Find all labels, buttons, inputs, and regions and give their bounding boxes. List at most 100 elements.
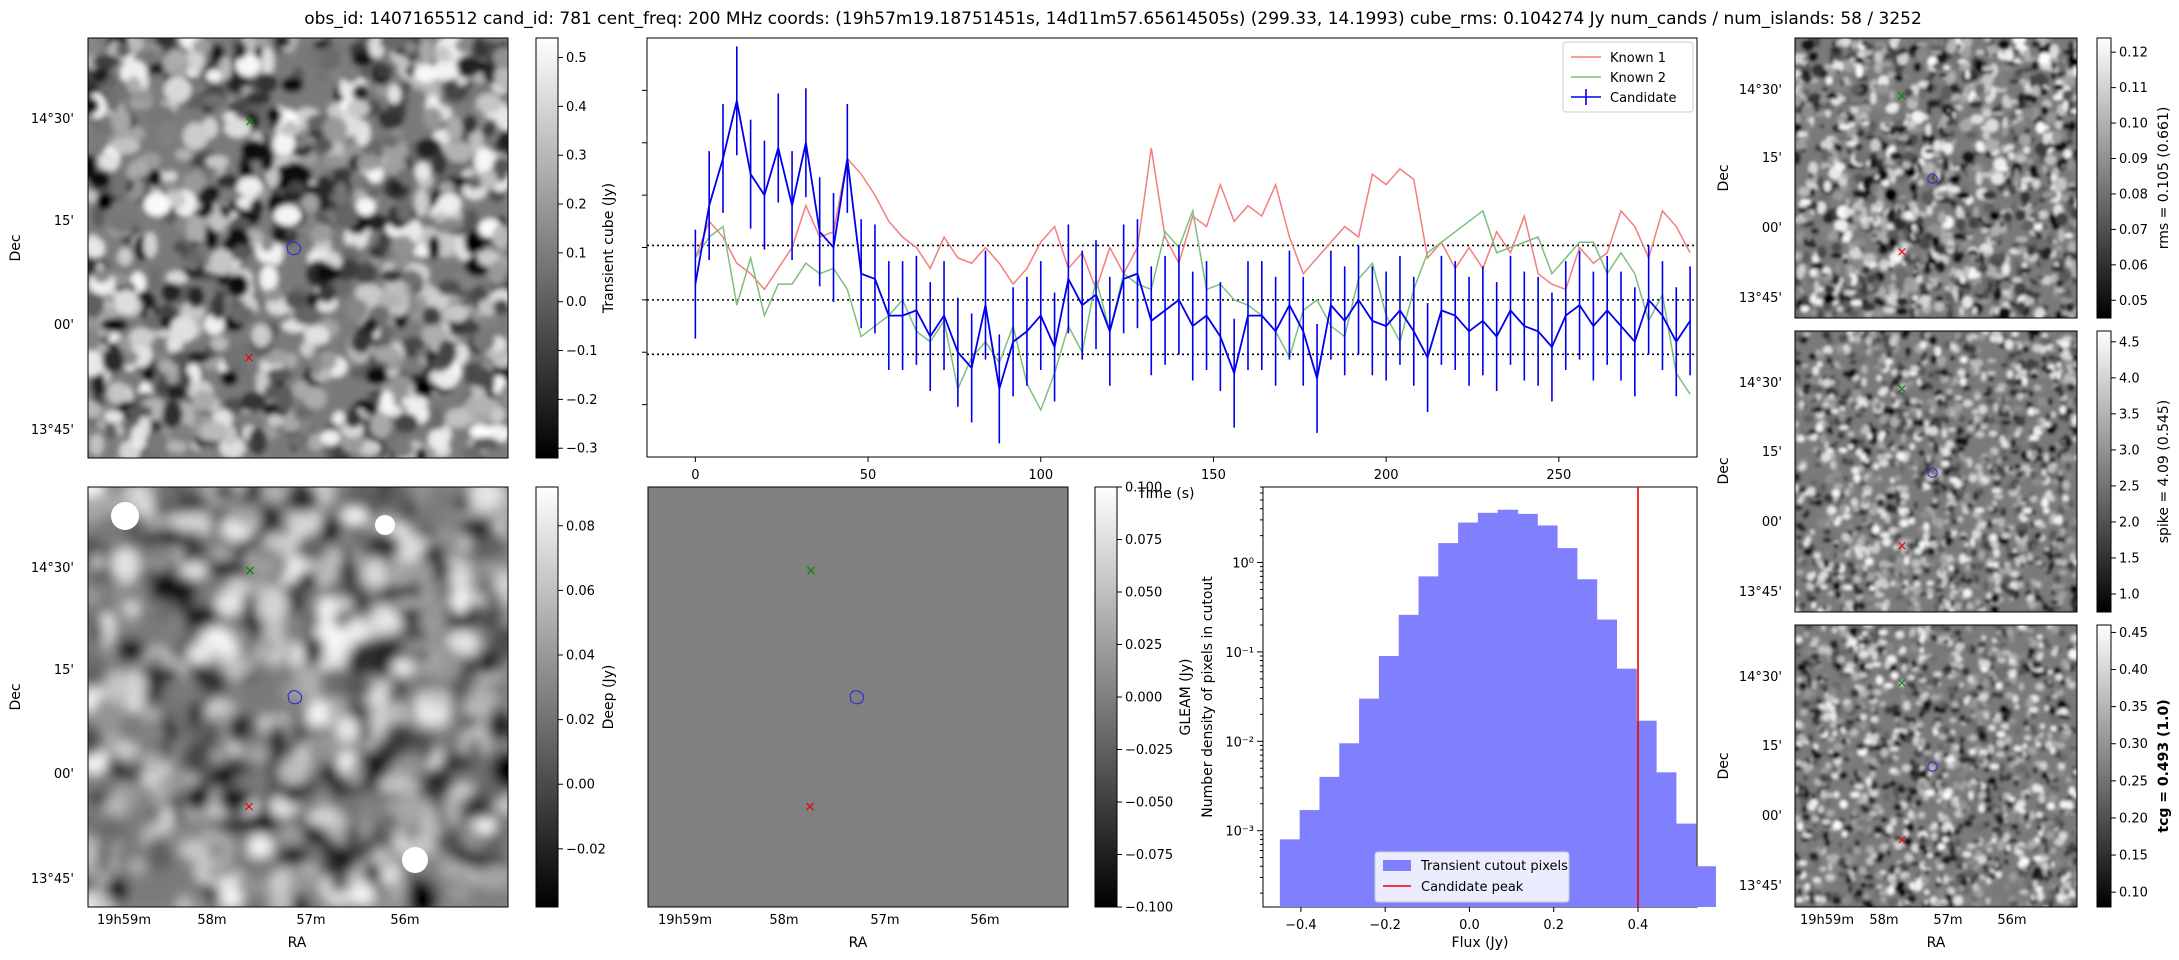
gleam-ra-axis: 19h59m 58m 57m 56m RA — [658, 913, 1000, 951]
candidate-contour — [849, 689, 865, 705]
ra-tick-label: 19h59m — [1800, 913, 1854, 928]
dec-tick-label: 00' — [1762, 221, 1782, 236]
histogram-bar — [1596, 619, 1618, 907]
colorbar-tick-label: 1.5 — [2119, 551, 2140, 566]
histogram-bar — [1418, 576, 1439, 907]
dec-tick-label: 00' — [54, 767, 74, 782]
colorbar-tick-label: 0.12 — [2119, 46, 2148, 61]
dec-axis-label: Dec — [1716, 164, 1732, 191]
candidate-contour — [1927, 467, 1938, 478]
x-tick-label: 150 — [1201, 468, 1226, 483]
histogram-bar — [1398, 614, 1419, 907]
colorbar-label: tcg = 0.493 (1.0) — [2156, 699, 2172, 832]
lightcurve-known1 — [694, 147, 1691, 292]
lightcurve-axes — [646, 37, 1698, 458]
colorbar-tick-label: −0.3 — [566, 442, 598, 457]
legend-candidate-peak: Candidate peak — [1421, 880, 1524, 895]
green-cross-marker: × — [1897, 382, 1908, 397]
dec-axis-label: Dec — [8, 683, 24, 710]
deep-noise — [88, 487, 508, 907]
colorbar-tick-label: 0.08 — [2119, 187, 2148, 202]
deep-panel: × × 14°30' 15' 00' 13°45' Dec 19h59m 58m… — [8, 486, 617, 951]
lightcurve-yticks — [642, 89, 647, 406]
x-tick-label: 0.4 — [1628, 918, 1649, 933]
legend-candidate: Candidate — [1610, 91, 1676, 106]
tcg-colorbar: 0.45 0.40 0.35 0.30 0.25 0.20 0.15 0.10 tcg = 0.… — [2096, 624, 2172, 908]
colorbar-tick-label: 0.06 — [566, 584, 595, 599]
colorbar-label: GLEAM (Jy) — [1178, 659, 1194, 736]
dec-tick-label: 14°30' — [1739, 670, 1782, 685]
deep-markers: × × — [243, 563, 303, 815]
dec-axis-label: Dec — [1716, 457, 1732, 484]
dec-tick-label: 00' — [1762, 809, 1782, 824]
x-tick-label: 0.0 — [1459, 918, 1480, 933]
x-tick-label: 100 — [1028, 468, 1053, 483]
colorbar-tick-label: 0.08 — [566, 519, 595, 534]
y-tick-label: 10⁻² — [1225, 735, 1254, 750]
histogram-bar — [1616, 668, 1637, 907]
tcg-panel: × × 14°30' 15' 00' 13°45' Dec 19h59m 58m… — [1716, 624, 2172, 951]
histogram-bar — [1557, 548, 1578, 907]
legend-known1: Known 1 — [1610, 51, 1666, 66]
colorbar-tick-label: 0.09 — [2119, 152, 2148, 167]
rms-panel: × × 14°30' 15' 00' 13°45' Dec 0.120.110.… — [1716, 37, 2172, 319]
dec-tick-label: 14°30' — [1739, 376, 1782, 391]
colorbar-gradient — [2096, 37, 2112, 319]
candidate-contour — [1927, 173, 1938, 184]
histogram-bar — [1438, 543, 1459, 907]
histogram-xlabel: Flux (Jy) — [1452, 935, 1509, 951]
ra-tick-label: 19h59m — [97, 913, 151, 928]
colorbar-gradient — [2096, 624, 2112, 908]
red-cross-marker: × — [243, 350, 255, 366]
dec-tick-label: 00' — [54, 318, 74, 333]
colorbar-tick-label: 3.0 — [2119, 443, 2140, 458]
transient-noise — [88, 38, 508, 458]
spike-panel: × × 14°30' 15' 00' 13°45' Dec 4.5 4.0 3.5 3… — [1716, 330, 2172, 613]
ra-tick-label: 57m — [1933, 913, 1962, 928]
dec-tick-label: 15' — [1762, 739, 1782, 754]
colorbar-tick-label: 0.10 — [2119, 117, 2148, 132]
lightcurve-known2 — [694, 208, 1691, 412]
ra-tick-label: 58m — [1869, 913, 1898, 928]
colorbar-tick-label: 0.45 — [2119, 626, 2148, 641]
colorbar-tick-label: 0.07 — [2119, 223, 2148, 238]
rms-colorbar: 0.12 0.11 0.10 0.09 0.08 0.07 0.06 0.05 rms = 0.… — [2096, 37, 2172, 319]
colorbar-tick-label: 0.06 — [2119, 258, 2148, 273]
histogram-xticks: −0.4 −0.2 0.0 0.2 0.4 — [1285, 907, 1648, 933]
ra-tick-label: 57m — [296, 913, 325, 928]
red-cross-marker: × — [1897, 833, 1908, 848]
colorbar-tick-label: 1.0 — [2119, 587, 2140, 602]
colorbar-tick-label: 0.11 — [2119, 81, 2148, 96]
colorbar-gradient — [2096, 330, 2112, 613]
ra-axis-label: RA — [1927, 935, 1946, 951]
colorbar-label: spike = 4.09 (0.545) — [2156, 400, 2172, 544]
histogram-bar — [1299, 810, 1320, 907]
colorbar-tick-label: −0.1 — [566, 344, 598, 359]
ra-tick-label: 19h59m — [658, 913, 712, 928]
candidate-contour — [287, 689, 303, 705]
dec-tick-label: 15' — [1762, 151, 1782, 166]
deep-colorbar: 0.08 0.06 0.04 0.02 0.00 −0.02 Deep (Jy) — [535, 486, 617, 908]
colorbar-tick-label: 0.35 — [2119, 700, 2148, 715]
colorbar-tick-label: 0.1 — [566, 246, 587, 261]
histogram-bar — [1477, 512, 1499, 907]
transient-dec-axis: 14°30' 15' 00' 13°45' Dec — [8, 112, 74, 438]
colorbar-tick-label: 0.050 — [1125, 586, 1162, 601]
histogram-bar — [1695, 866, 1717, 907]
ra-tick-label: 57m — [870, 913, 899, 928]
x-tick-label: 0 — [691, 468, 699, 483]
colorbar-tick-label: 0.000 — [1125, 691, 1162, 706]
colorbar-tick-label: 0.04 — [566, 649, 595, 664]
transient-colorbar: 0.5 0.4 0.3 0.2 0.1 0.0 −0.1 −0.2 −0.3 Transient … — [535, 37, 617, 459]
histogram-bar — [1537, 525, 1558, 907]
dec-tick-label: 15' — [54, 214, 74, 229]
dec-tick-label: 14°30' — [31, 561, 74, 576]
lightcurve-xaxis: 0 50 100 150 200 250 — [691, 457, 1571, 483]
green-cross-marker: × — [244, 563, 256, 579]
dec-tick-label: 13°45' — [1739, 879, 1782, 894]
dec-tick-label: 13°45' — [31, 423, 74, 438]
red-cross-marker: × — [804, 799, 816, 815]
ra-axis-label: RA — [288, 935, 307, 951]
deep-dec-axis: 14°30' 15' 00' 13°45' Dec — [8, 561, 74, 887]
colorbar-tick-label: 0.15 — [2119, 849, 2148, 864]
